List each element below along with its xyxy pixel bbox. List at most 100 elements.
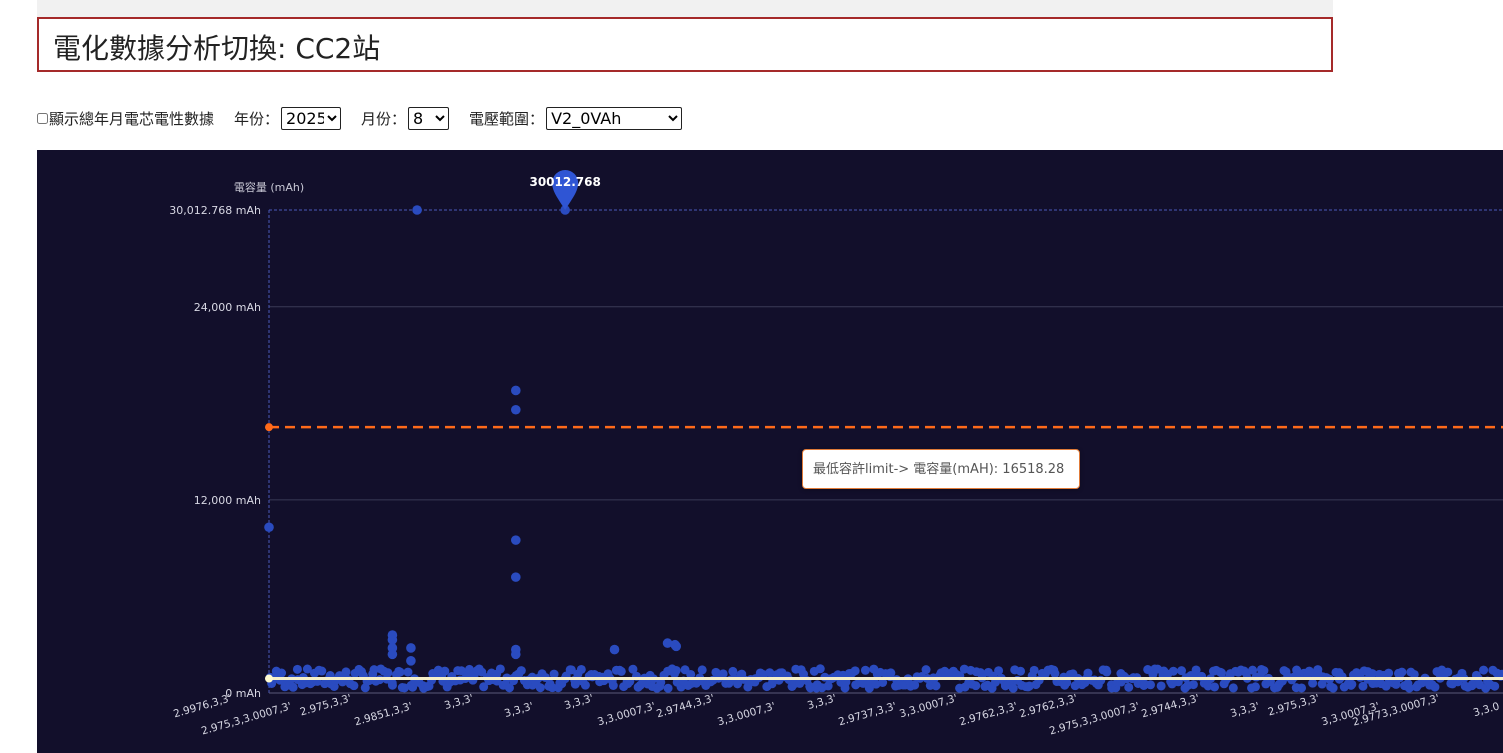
data-point [1347,679,1357,689]
year-label: 年份： [234,109,280,128]
data-point [1490,681,1500,691]
y-axis-title: 電容量 (mAh) [234,180,304,194]
chart-area: 電容量 (mAh) 0 mAh 12,000 mAh 24,000 mAh 30,012… [37,150,1503,753]
data-point [921,665,931,675]
data-point [1124,682,1134,692]
data-point [878,678,888,688]
data-point [516,666,526,676]
y-tick-label: 12,000 mAh [194,494,261,507]
month-select[interactable]: 8 [408,106,450,130]
data-point [886,668,896,678]
data-point [628,664,638,674]
data-point [718,669,728,679]
x-tick-label: 2.9744,3,3' [655,692,716,720]
data-point [302,664,312,674]
data-point-outlier [387,649,398,660]
data-point [733,679,743,689]
data-point [570,679,580,689]
data-point [369,665,379,675]
data-point [1146,680,1156,690]
data-point [1409,669,1419,679]
data-point [395,667,405,677]
data-point-outlier [406,656,416,666]
data-point [1177,666,1187,676]
x-tick-label: 3,3.0007,3' [596,700,657,728]
limit-tooltip: 最低容許limit-> 電容量(mAH): 16518.28 [802,449,1080,489]
data-point [349,681,359,691]
data-point [765,668,775,678]
show-all-data-checkbox[interactable] [37,112,48,124]
max-marker-pin [552,170,579,210]
data-point [663,683,673,693]
x-tick-label: 2.975,3,3' [299,692,353,718]
data-point [1397,667,1407,677]
data-point [341,667,351,677]
data-point-outlier [511,649,521,660]
data-point [1029,665,1039,675]
data-point [479,682,489,692]
data-point [616,666,626,676]
data-point-outlier [609,644,620,655]
data-point [1248,665,1258,675]
data-point [1228,683,1238,693]
y-tick-label: 24,000 mAh [194,301,261,314]
range-label: 電壓範圍： [469,109,545,128]
data-point [671,665,681,675]
data-point [656,677,666,687]
data-point [1443,667,1453,677]
data-point [1217,668,1227,678]
top-strip [37,0,1333,17]
data-point [477,667,487,677]
data-point [1168,666,1178,676]
data-point [858,678,868,688]
data-point [686,669,696,679]
data-point [403,667,413,677]
data-point [504,683,514,693]
year-select[interactable]: 2025 [281,106,342,130]
x-tick-label: 3,3.0007,3' [898,692,959,720]
data-point [580,680,590,690]
data-point [1062,677,1072,687]
data-point [566,665,576,675]
data-point [1259,666,1269,676]
x-tick-label: 2.975,3,3' [1267,692,1321,718]
data-point [1083,668,1093,678]
data-point [931,681,941,691]
data-point [815,664,825,674]
data-point [1008,683,1018,693]
x-tick-label: 3,3.0007,3' [716,700,777,728]
data-point [608,680,618,690]
scatter-chart: 電容量 (mAh) 0 mAh 12,000 mAh 24,000 mAh 30,012… [169,170,1503,738]
data-point [1210,682,1220,692]
data-point [1156,681,1166,691]
data-point [535,683,545,693]
data-point [1367,669,1377,679]
data-point [1479,665,1489,675]
x-tick-label: 3,3,3' [806,692,838,712]
title-panel: 電化數據分析切換: CC2站 [37,17,1333,72]
data-point [1404,683,1414,693]
data-point [1050,669,1060,679]
limit-line-start-dot [265,423,273,432]
data-point [971,681,981,691]
x-tick-label: 2.9762,3,3' [958,700,1019,728]
data-point [994,666,1004,676]
data-point [1467,679,1477,689]
data-point [910,680,920,690]
max-marker-label: 30012.768 [529,175,600,189]
x-tick-label: 2.9744,3,3' [1140,692,1201,720]
data-point [1384,668,1394,678]
average-line-start-dot [265,674,273,683]
data-point [1328,683,1338,693]
data-point [277,668,287,678]
data-point-outlier [511,535,521,545]
x-tick-label: 3,3,3' [1229,700,1261,720]
data-point [457,666,467,676]
x-tick-label: 3,3,3' [503,700,535,720]
x-tick-label: 2.9737,3,3' [837,700,898,728]
voltage-range-select[interactable]: V2_0VAh [546,106,683,130]
x-tick-label: 2.9762,3,3' [1018,692,1079,720]
data-point [1430,682,1440,692]
data-point [1308,678,1318,688]
data-point [850,666,860,676]
